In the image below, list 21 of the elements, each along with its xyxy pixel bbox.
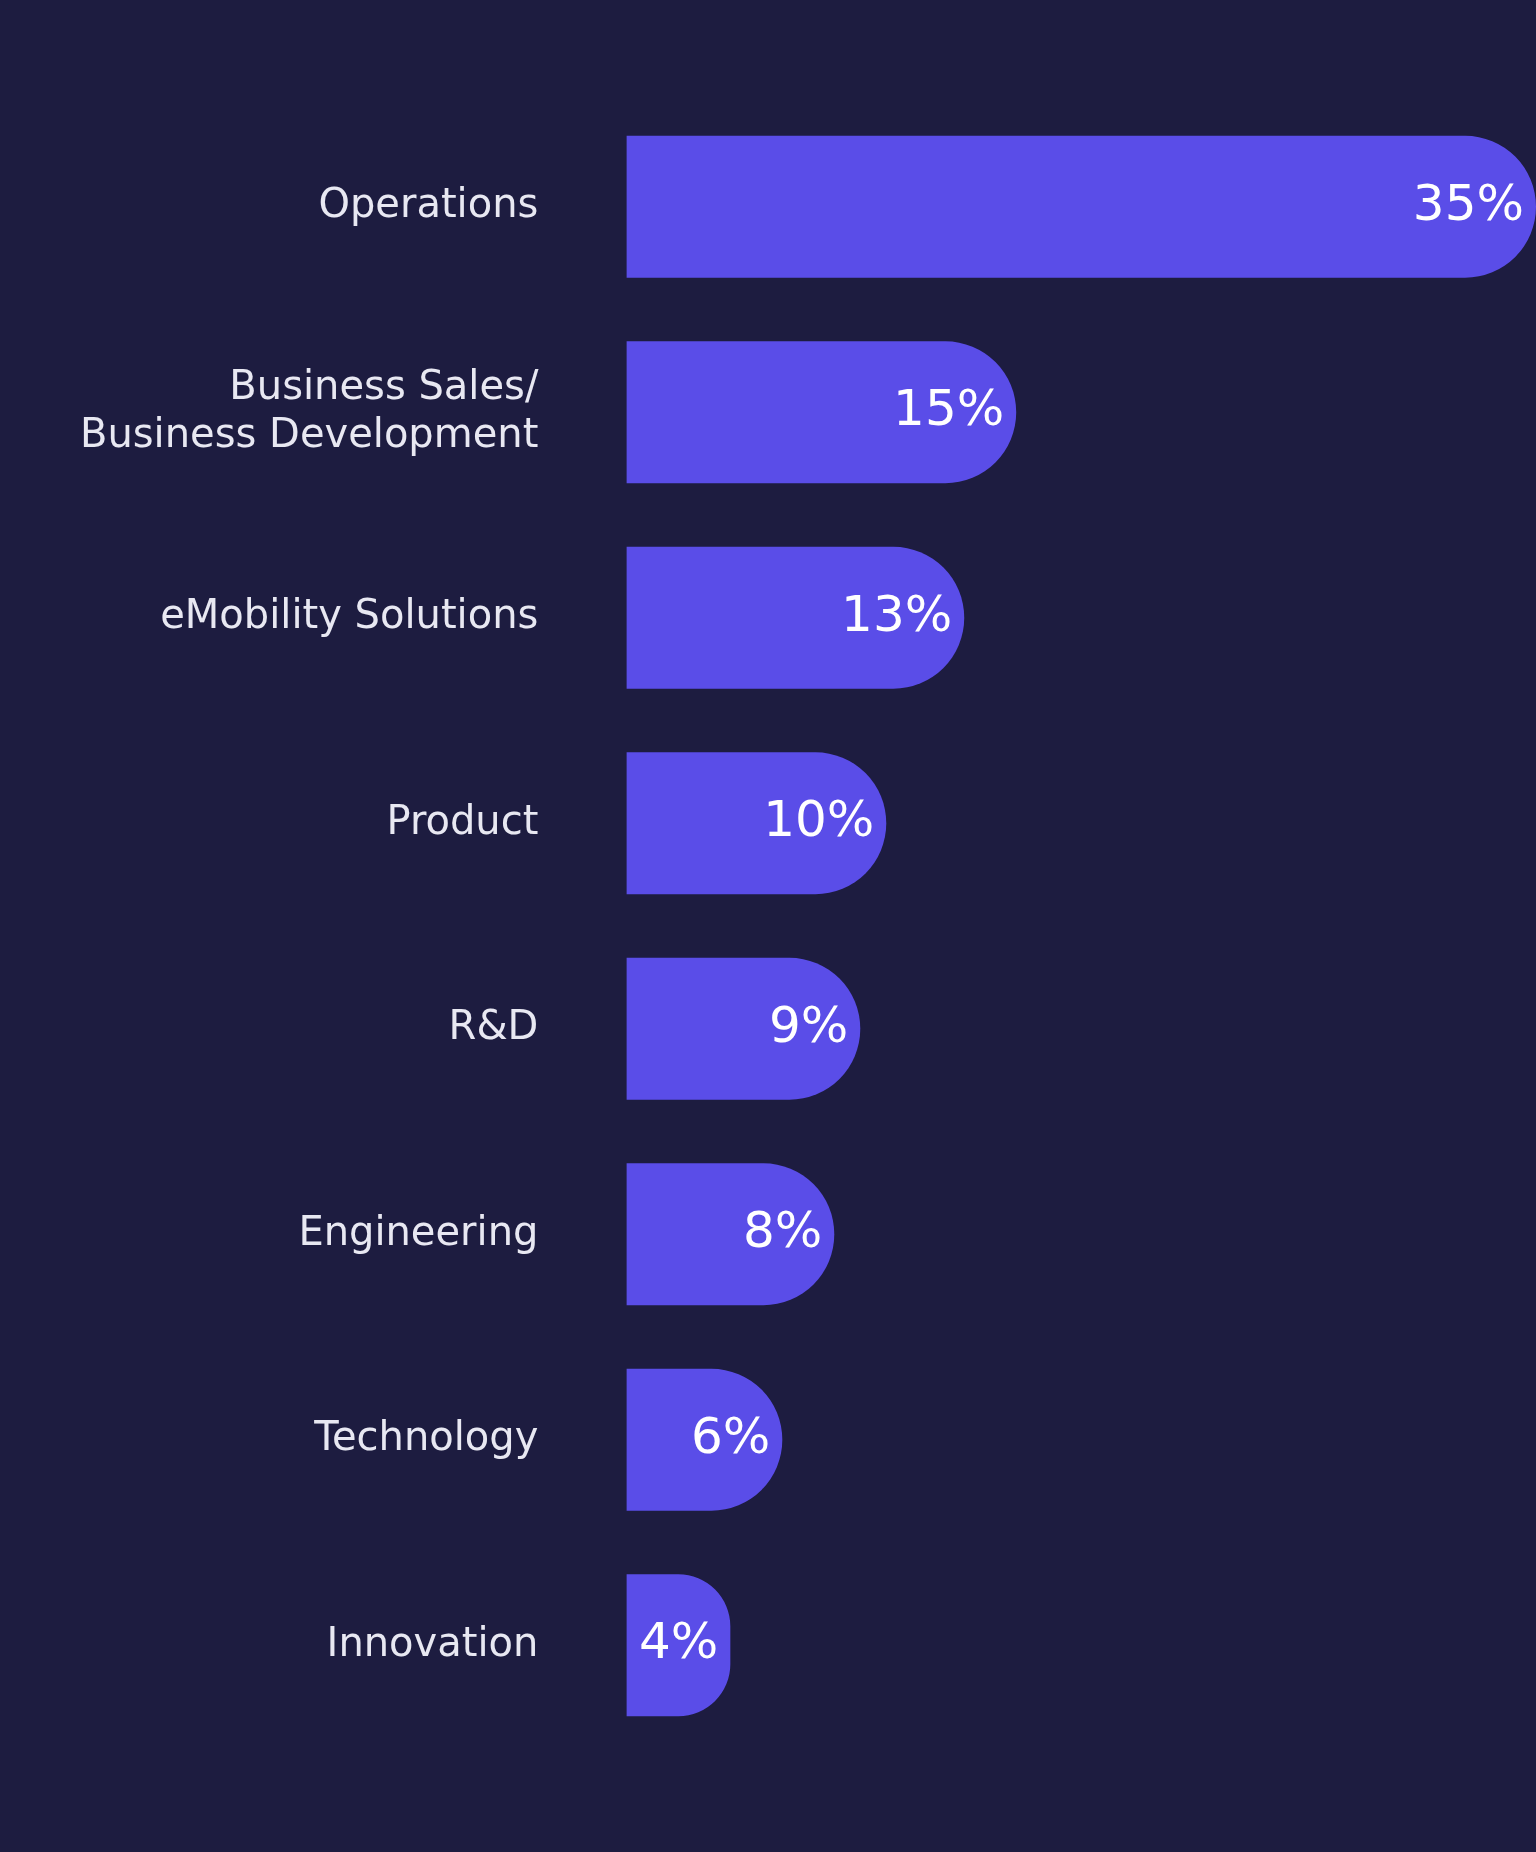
y-tick-label: R&D: [448, 1002, 539, 1049]
bar: [626, 546, 965, 689]
bar: [626, 341, 1017, 484]
data-label: 15%: [893, 379, 1005, 438]
data-label: 8%: [742, 1201, 823, 1260]
y-tick-label: Business Sales/ Business Development: [79, 361, 539, 456]
data-label: 9%: [768, 995, 849, 1054]
y-tick-label: Operations: [318, 180, 539, 227]
y-tick-label: Technology: [313, 1413, 539, 1460]
bar: [626, 752, 887, 895]
bar: [626, 135, 1536, 278]
y-tick-label: Product: [386, 796, 539, 843]
data-label: 10%: [763, 790, 875, 849]
data-label: 35%: [1412, 173, 1524, 232]
y-tick-label: Innovation: [326, 1618, 539, 1665]
data-label: 13%: [841, 584, 953, 643]
y-tick-label: eMobility Solutions: [160, 591, 539, 638]
bar: [626, 957, 861, 1100]
y-tick-label: Engineering: [298, 1207, 539, 1254]
data-label: 6%: [690, 1406, 771, 1465]
data-label: 4%: [639, 1612, 719, 1671]
